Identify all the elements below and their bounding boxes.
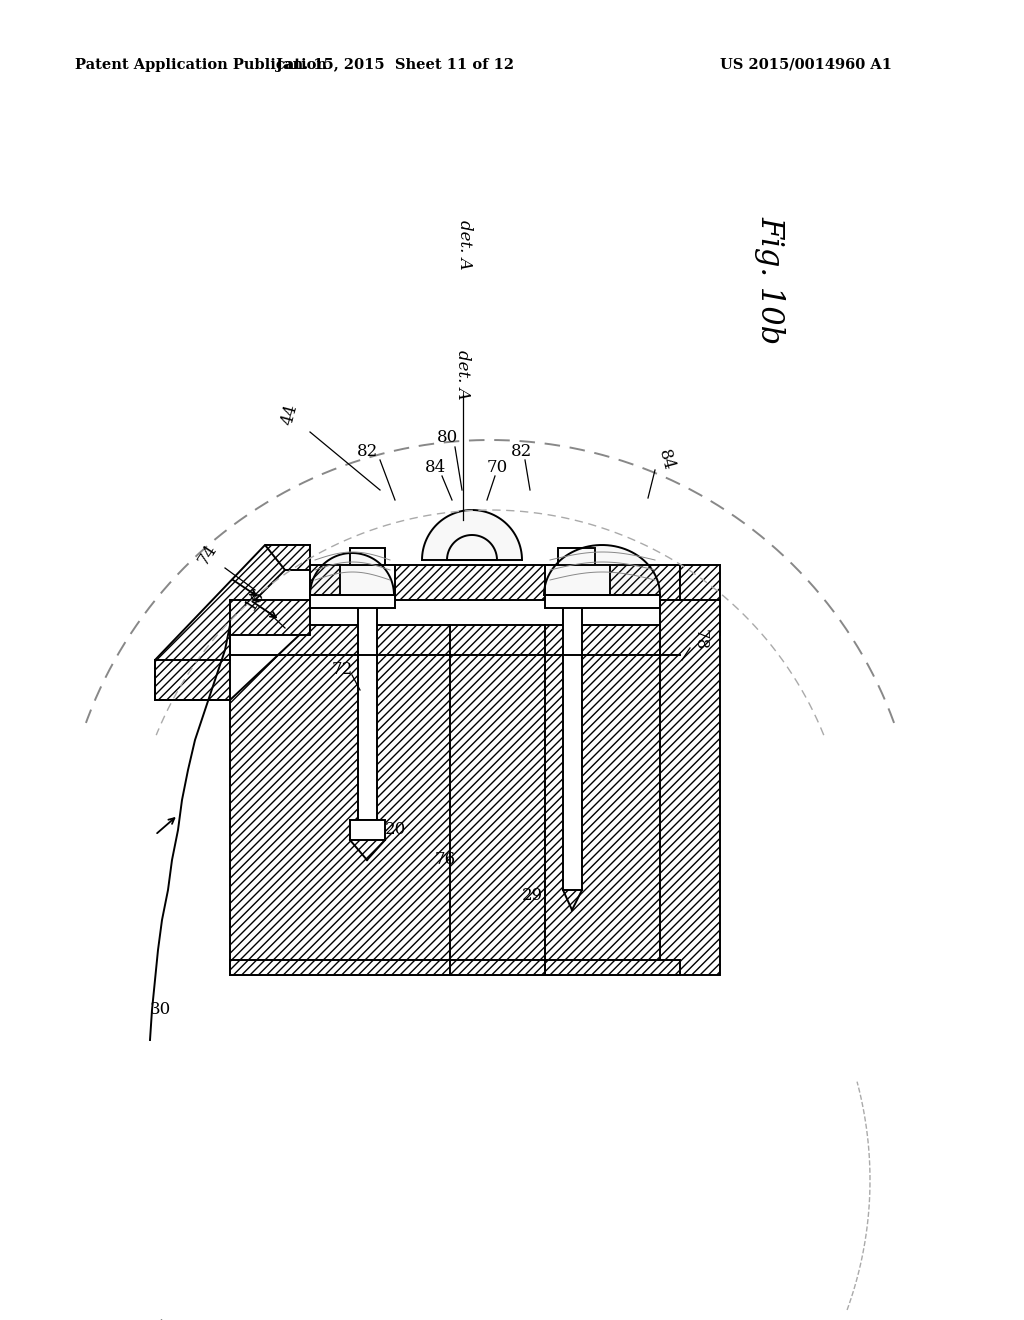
Text: 20: 20	[384, 821, 406, 838]
Polygon shape	[558, 548, 595, 565]
Polygon shape	[660, 601, 720, 975]
Text: 84: 84	[655, 447, 677, 473]
Text: Patent Application Publication: Patent Application Publication	[75, 58, 327, 73]
Text: 30: 30	[150, 1002, 171, 1019]
Text: 16: 16	[242, 586, 268, 614]
Text: 74: 74	[196, 541, 221, 569]
Text: 72: 72	[332, 661, 352, 678]
Text: 78: 78	[691, 630, 709, 651]
Polygon shape	[545, 595, 660, 609]
Text: 29: 29	[521, 887, 543, 903]
Polygon shape	[155, 545, 310, 700]
Polygon shape	[680, 565, 720, 635]
Text: det. A: det. A	[455, 350, 471, 400]
Polygon shape	[265, 545, 310, 570]
Text: Jan. 15, 2015  Sheet 11 of 12: Jan. 15, 2015 Sheet 11 of 12	[275, 58, 514, 73]
Text: 76: 76	[434, 851, 456, 869]
Text: 82: 82	[357, 444, 379, 461]
Text: Fig. 10b: Fig. 10b	[755, 216, 785, 345]
Text: 44: 44	[279, 403, 301, 428]
Polygon shape	[545, 565, 610, 598]
Polygon shape	[230, 624, 680, 975]
Polygon shape	[310, 595, 395, 609]
Polygon shape	[310, 565, 680, 601]
Polygon shape	[350, 820, 385, 840]
Text: det. A: det. A	[457, 220, 473, 269]
Polygon shape	[350, 548, 385, 565]
Polygon shape	[230, 960, 680, 975]
Text: 82: 82	[511, 444, 532, 461]
Polygon shape	[563, 598, 582, 890]
Polygon shape	[358, 598, 377, 820]
Polygon shape	[340, 565, 395, 598]
Polygon shape	[230, 601, 310, 635]
Text: 80: 80	[436, 429, 458, 446]
Text: 84: 84	[424, 459, 445, 477]
Text: 70: 70	[486, 459, 508, 477]
Text: US 2015/0014960 A1: US 2015/0014960 A1	[720, 58, 892, 73]
